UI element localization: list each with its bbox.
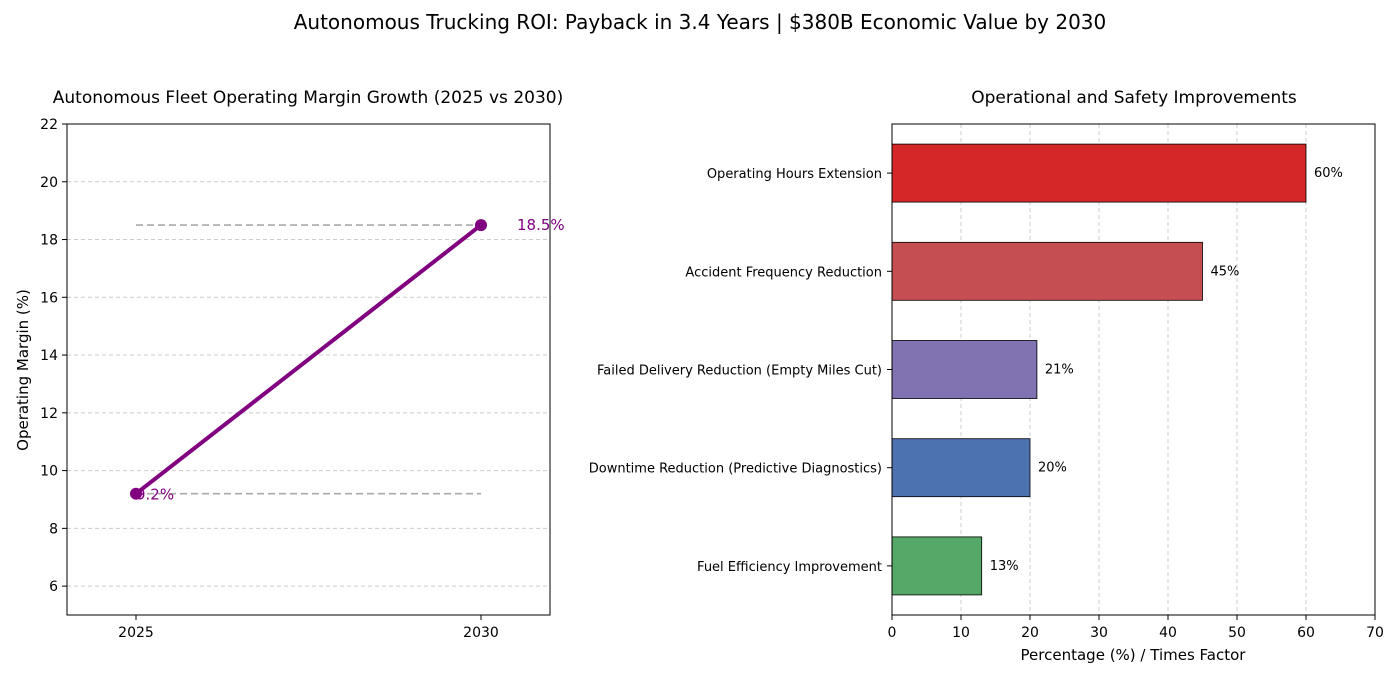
line-chart-y-tick-label: 12 bbox=[40, 406, 58, 422]
bar-chart-x-tick-label: 50 bbox=[1228, 625, 1246, 641]
line-chart-y-tick-label: 10 bbox=[40, 464, 58, 480]
bar-chart-bar bbox=[891, 143, 1307, 203]
line-chart: Autonomous Fleet Operating Margin Growth… bbox=[14, 88, 565, 641]
bar-chart-bar bbox=[891, 536, 983, 596]
bar-chart-category-label: Operating Hours Extension bbox=[707, 167, 882, 182]
bar-chart-value-label: 20% bbox=[1038, 461, 1067, 476]
line-chart-x-tick-label: 2030 bbox=[463, 625, 499, 641]
bar-chart-value-label: 45% bbox=[1211, 264, 1240, 279]
line-chart-y-tick-label: 16 bbox=[40, 290, 58, 306]
bar-chart-category-label: Downtime Reduction (Predictive Diagnosti… bbox=[589, 462, 882, 477]
bar-chart-x-tick-label: 20 bbox=[1021, 625, 1039, 641]
bar-chart-bars: 60% 45% 21% 20% 13% bbox=[891, 143, 1343, 596]
bar-chart-x-tick-label: 10 bbox=[952, 625, 970, 641]
line-chart-point bbox=[130, 487, 142, 500]
bar-chart-x-tick-label: 60 bbox=[1297, 625, 1315, 641]
bar-chart-category-label: Failed Delivery Reduction (Empty Miles C… bbox=[597, 364, 882, 379]
line-chart-data-label: 9.2% bbox=[136, 486, 174, 504]
bar-chart-y-axis: Operating Hours Extension Accident Freque… bbox=[589, 167, 892, 575]
bar-chart-bar bbox=[891, 241, 1203, 301]
bar-chart-x-tick-label: 70 bbox=[1366, 625, 1384, 641]
line-chart-x-tick-label: 2025 bbox=[118, 625, 154, 641]
line-chart-y-tick-label: 22 bbox=[40, 117, 58, 133]
bar-chart-title: Operational and Safety Improvements bbox=[971, 88, 1297, 108]
line-chart-frame bbox=[66, 123, 551, 616]
bar-chart-category-label: Accident Frequency Reduction bbox=[685, 265, 882, 280]
line-chart-y-tick-label: 18 bbox=[40, 233, 58, 249]
line-chart-title: Autonomous Fleet Operating Margin Growth… bbox=[53, 88, 563, 108]
bar-chart: Operational and Safety Improvements 60% 4… bbox=[589, 88, 1384, 664]
bar-chart-x-tick-label: 30 bbox=[1090, 625, 1108, 641]
bar-chart-frame bbox=[891, 123, 1376, 616]
line-chart-reference-lines bbox=[136, 224, 481, 495]
bar-chart-bar bbox=[891, 340, 1038, 399]
line-chart-series: 9.2% 18.5% bbox=[130, 216, 565, 504]
line-chart-series-line bbox=[134, 223, 483, 496]
line-chart-x-axis: 2025 2030 bbox=[118, 615, 499, 641]
bar-chart-value-label: 13% bbox=[990, 559, 1019, 574]
line-chart-grid bbox=[67, 181, 550, 587]
line-chart-point bbox=[475, 219, 487, 232]
bar-chart-category-label: Fuel Efficiency Improvement bbox=[697, 560, 882, 575]
line-chart-y-axis: 6 8 10 12 14 16 18 20 22 bbox=[40, 117, 67, 595]
line-chart-y-tick-label: 14 bbox=[40, 348, 58, 364]
line-chart-y-tick-label: 8 bbox=[49, 521, 58, 537]
bar-chart-x-tick-label: 40 bbox=[1159, 625, 1177, 641]
line-chart-data-label: 18.5% bbox=[517, 216, 565, 234]
bar-chart-x-axis: 0 10 20 30 40 50 60 70 bbox=[888, 615, 1384, 641]
figure-title: Autonomous Trucking ROI: Payback in 3.4 … bbox=[293, 10, 1107, 34]
line-chart-y-label: Operating Margin (%) bbox=[14, 289, 32, 451]
bar-chart-bar bbox=[891, 438, 1031, 498]
bar-chart-value-label: 60% bbox=[1314, 166, 1343, 181]
bar-chart-value-label: 21% bbox=[1045, 363, 1074, 378]
line-chart-y-tick-label: 6 bbox=[49, 579, 58, 595]
bar-chart-x-tick-label: 0 bbox=[888, 625, 897, 641]
bar-chart-x-label: Percentage (%) / Times Factor bbox=[1021, 646, 1247, 664]
line-chart-y-tick-label: 20 bbox=[40, 175, 58, 191]
